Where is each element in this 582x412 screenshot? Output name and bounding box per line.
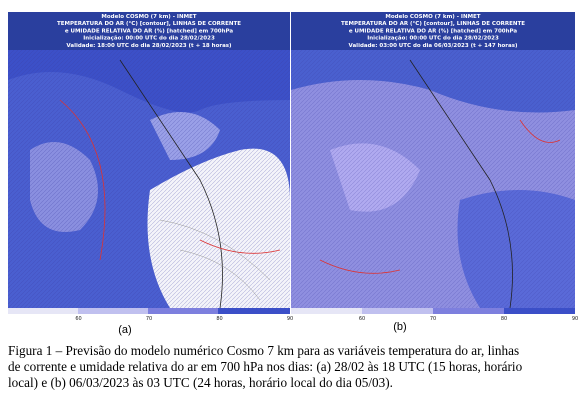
map-a: [8, 50, 290, 308]
colorbar-label: 60: [359, 316, 365, 322]
header-line: Inicialização: 00:00 UTC do dia 28/02/20…: [367, 36, 499, 42]
colorbar-label: 60: [75, 316, 81, 322]
caption-line: de corrente e umidade relativa do ar em …: [8, 359, 523, 374]
panel-label: (a): [118, 324, 131, 336]
header-line: Inicialização: 00:00 UTC do dia 28/02/20…: [83, 36, 215, 42]
header-bg: [8, 12, 290, 50]
map-b: [291, 50, 575, 308]
header-line: Validade: 18:00 UTC do dia 28/02/2023 (t…: [66, 43, 232, 49]
header-line: e UMIDADE RELATIVA DO AR (%) [hatched] e…: [65, 28, 234, 34]
header-line: Validade: 03:00 UTC do dia 06/03/2023 (t…: [349, 43, 518, 49]
header-line: Modelo COSMO (7 km) - INMET: [101, 14, 196, 20]
caption-line: local) e (b) 06/03/2023 às 03 UTC (24 ho…: [8, 375, 393, 390]
colorbar-label: 70: [146, 316, 152, 322]
header-line: TEMPERATURA DO AR (°C) [contour], LINHAS…: [341, 21, 525, 27]
colorbar-label: 90: [572, 316, 578, 322]
colorbar-b: [291, 308, 575, 314]
panel-label: (b): [393, 321, 406, 333]
colorbar-label: 80: [216, 316, 222, 322]
colorbar-label: 70: [430, 316, 436, 322]
colorbar-label: 80: [501, 316, 507, 322]
header-line: TEMPERATURA DO AR (°C) [contour], LINHAS…: [57, 21, 241, 27]
caption-line: Figura 1 – Previsão do modelo numérico C…: [8, 343, 519, 358]
header-bg: [291, 12, 575, 50]
colorbar-a: [8, 308, 290, 314]
header-line: Modelo COSMO (7 km) - INMET: [385, 14, 480, 20]
colorbar-label: 90: [287, 316, 293, 322]
header-line: e UMIDADE RELATIVA DO AR (%) [hatched] e…: [349, 28, 518, 34]
